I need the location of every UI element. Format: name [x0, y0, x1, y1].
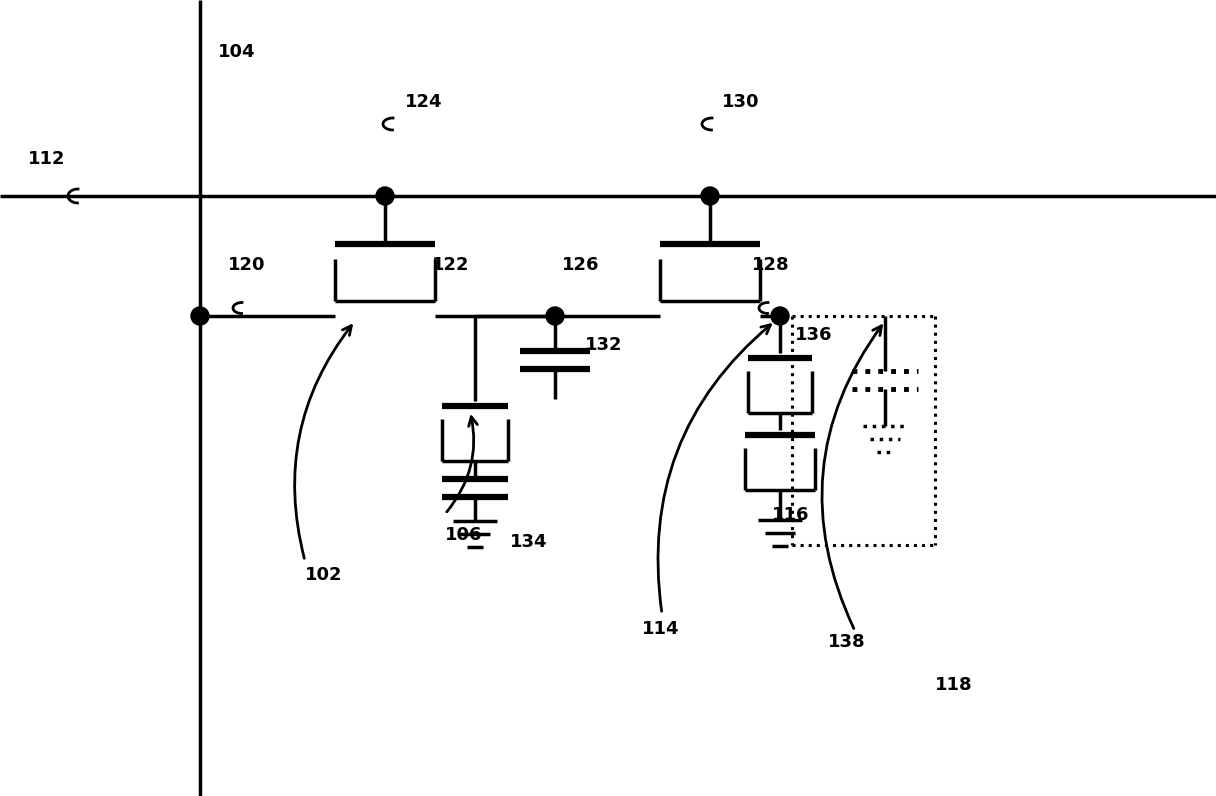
Circle shape: [771, 307, 789, 325]
Text: 126: 126: [562, 256, 599, 274]
Text: 138: 138: [828, 633, 866, 651]
Circle shape: [376, 187, 394, 205]
Circle shape: [700, 187, 719, 205]
Text: 102: 102: [305, 566, 343, 584]
Text: 106: 106: [445, 526, 483, 544]
Text: 104: 104: [218, 43, 255, 61]
Text: 112: 112: [28, 150, 66, 168]
Text: 132: 132: [585, 336, 623, 354]
Text: 134: 134: [510, 533, 547, 551]
Text: 136: 136: [795, 326, 833, 344]
Circle shape: [191, 307, 209, 325]
Text: 120: 120: [227, 256, 265, 274]
Text: 118: 118: [935, 676, 973, 694]
Text: 128: 128: [751, 256, 789, 274]
Text: 114: 114: [642, 620, 680, 638]
Text: 124: 124: [405, 93, 443, 111]
Circle shape: [546, 307, 564, 325]
Text: 130: 130: [722, 93, 760, 111]
Text: 122: 122: [432, 256, 469, 274]
Text: 116: 116: [772, 506, 810, 524]
